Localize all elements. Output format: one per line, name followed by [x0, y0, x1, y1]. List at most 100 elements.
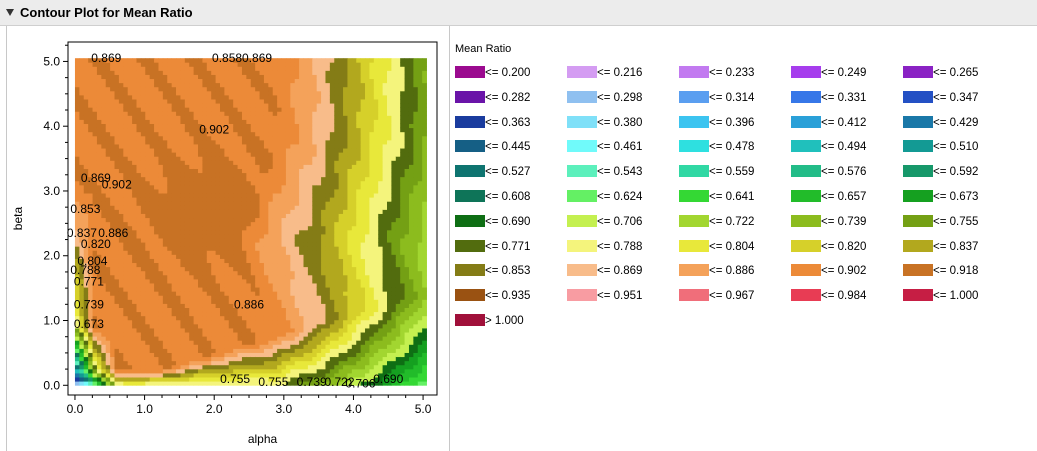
contour-cell: [299, 214, 304, 218]
contour-cell: [75, 197, 80, 201]
contour-cell: [132, 209, 137, 213]
contour-cell: [207, 99, 212, 103]
contour-cell: [180, 156, 185, 160]
contour-cell: [101, 128, 106, 132]
contour-cell: [325, 91, 330, 95]
contour-cell: [268, 328, 273, 332]
contour-cell: [264, 304, 269, 308]
contour-cell: [224, 91, 229, 95]
contour-cell: [185, 103, 190, 107]
contour-cell: [246, 320, 251, 324]
contour-plot[interactable]: 0.0 1.0 2.0 3.0 4.0 5.00.01.02.03.04.05.0alph…: [0, 0, 452, 451]
contour-cell: [303, 201, 308, 205]
contour-cell: [167, 197, 172, 201]
contour-cell: [317, 95, 322, 99]
contour-cell: [260, 148, 265, 152]
contour-cell: [185, 320, 190, 324]
contour-cell: [110, 111, 115, 115]
contour-cell: [268, 332, 273, 336]
contour-cell: [172, 279, 177, 283]
contour-cell: [84, 115, 89, 119]
contour-cell: [224, 230, 229, 234]
contour-cell: [347, 250, 352, 254]
contour-cell: [282, 124, 287, 128]
contour-cell: [194, 348, 199, 352]
contour-cell: [277, 336, 282, 340]
contour-cell: [198, 348, 203, 352]
contour-cell: [128, 271, 133, 275]
contour-cell: [264, 214, 269, 218]
contour-cell: [321, 283, 326, 287]
contour-cell: [334, 304, 339, 308]
contour-cell: [123, 336, 128, 340]
contour-cell: [88, 365, 93, 369]
contour-cell: [141, 234, 146, 238]
contour-cell: [282, 148, 287, 152]
contour-cell: [321, 361, 326, 365]
contour-cell: [145, 308, 150, 312]
contour-cell: [251, 242, 256, 246]
contour-cell: [321, 312, 326, 316]
contour-cell: [101, 332, 106, 336]
contour-cell: [238, 340, 243, 344]
contour-cell: [290, 173, 295, 177]
contour-cell: [88, 148, 93, 152]
contour-cell: [255, 242, 260, 246]
contour-cell: [163, 295, 168, 299]
contour-cell: [207, 189, 212, 193]
contour-cell: [255, 79, 260, 83]
contour-cell: [123, 197, 128, 201]
contour-cell: [84, 99, 89, 103]
contour-cell: [238, 160, 243, 164]
contour-cell: [286, 283, 291, 287]
contour-cell: [132, 291, 137, 295]
contour-cell: [123, 316, 128, 320]
contour-cell: [132, 336, 137, 340]
contour-cell: [115, 197, 120, 201]
contour-cell: [115, 283, 120, 287]
contour-cell: [176, 312, 181, 316]
contour-cell: [242, 160, 247, 164]
contour-cell: [251, 156, 256, 160]
contour-cell: [172, 95, 177, 99]
contour-cell: [163, 181, 168, 185]
contour-cell: [317, 209, 322, 213]
contour-cell: [97, 136, 102, 140]
contour-cell: [343, 275, 348, 279]
contour-cell: [246, 218, 251, 222]
contour-cell: [202, 328, 207, 332]
contour-cell: [303, 226, 308, 230]
contour-cell: [238, 324, 243, 328]
contour-cell: [339, 185, 344, 189]
contour-cell: [88, 156, 93, 160]
contour-cell: [163, 259, 168, 263]
contour-cell: [150, 283, 155, 287]
contour-cell: [224, 160, 229, 164]
contour-cell: [308, 336, 313, 340]
contour-cell: [101, 66, 106, 70]
contour-cell: [141, 361, 146, 365]
contour-cell: [312, 365, 317, 369]
contour-cell: [84, 312, 89, 316]
contour-cell: [290, 99, 295, 103]
contour-cell: [211, 320, 216, 324]
contour-cell: [260, 111, 265, 115]
contour-cell: [211, 246, 216, 250]
contour-cell: [312, 169, 317, 173]
contour-cell: [167, 246, 172, 250]
contour-cell: [198, 357, 203, 361]
contour-cell: [224, 344, 229, 348]
contour-cell: [207, 299, 212, 303]
contour-cell: [229, 328, 234, 332]
contour-cell: [211, 312, 216, 316]
contour-cell: [180, 140, 185, 144]
contour-cell: [290, 254, 295, 258]
contour-cell: [317, 169, 322, 173]
contour-cell: [75, 156, 80, 160]
contour-cell: [325, 111, 330, 115]
contour-cell: [88, 128, 93, 132]
contour-cell: [224, 83, 229, 87]
contour-cell: [106, 70, 111, 74]
contour-cell: [251, 263, 256, 267]
contour-cell: [79, 353, 84, 357]
